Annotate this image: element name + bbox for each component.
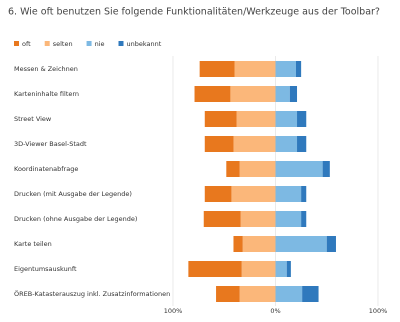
bar-segment — [301, 186, 307, 202]
bar-segment — [204, 186, 232, 202]
bar-segment — [286, 261, 291, 277]
bar-segment — [241, 261, 276, 277]
bar-segment — [275, 136, 298, 152]
bar-segment — [275, 211, 302, 227]
bar-segment — [275, 286, 303, 302]
bar-segment — [204, 111, 237, 127]
bar-segment — [236, 111, 276, 127]
bar-segment — [302, 286, 319, 302]
bar-segment — [231, 186, 276, 202]
bar-segment — [199, 61, 235, 77]
legend-label: oft — [22, 40, 31, 48]
bar-segment — [275, 186, 302, 202]
y-tick-label: Drucken (ohne Ausgabe der Legende) — [14, 215, 137, 223]
bar-segment — [242, 236, 276, 252]
bar-segment — [275, 111, 298, 127]
bar-segment — [322, 161, 330, 177]
bar-segment — [194, 86, 231, 102]
bar-segment — [275, 236, 327, 252]
bar-segment — [297, 111, 307, 127]
legend-swatch — [86, 41, 92, 46]
bar-segment — [216, 286, 240, 302]
bar-segment — [275, 86, 290, 102]
y-tick-label: ÖREB-Katasterauszug inkl. Zusatzinformat… — [14, 289, 170, 298]
bar-segment — [301, 211, 307, 227]
legend-swatch — [118, 41, 124, 46]
bar-segment — [239, 286, 276, 302]
legend-swatch — [14, 41, 19, 46]
bar-segment — [233, 236, 243, 252]
bar-segment — [203, 211, 241, 227]
bar-segment — [275, 261, 287, 277]
bar-segment — [275, 61, 296, 77]
y-tick-label: Eigentumsauskunft — [14, 265, 77, 273]
x-tick-label: 100% — [164, 307, 183, 315]
bar-segment — [188, 261, 242, 277]
bar-segment — [233, 136, 276, 152]
y-tick-label: Messen & Zeichnen — [14, 65, 78, 73]
y-tick-label: Drucken (mit Ausgabe der Legende) — [14, 190, 132, 198]
chart-title: 6. Wie oft benutzen Sie folgende Funktio… — [8, 7, 380, 18]
y-tick-label: Koordinatenabfrage — [14, 165, 78, 173]
y-tick-label: Karteninhalte filtern — [14, 90, 79, 98]
bar-segment — [289, 86, 298, 102]
bar-segment — [234, 61, 276, 77]
legend-label: nie — [95, 40, 105, 48]
legend-swatch — [44, 41, 50, 46]
x-tick-label: 100% — [369, 307, 388, 315]
bar-segment — [297, 136, 307, 152]
bar-segment — [296, 61, 302, 77]
bar-segment — [226, 161, 240, 177]
bar-segment — [275, 161, 323, 177]
legend-label: selten — [53, 40, 73, 48]
y-tick-label: Street View — [14, 115, 52, 123]
y-tick-label: Karte teilen — [14, 240, 52, 248]
bar-segment — [239, 161, 276, 177]
bar-segment — [326, 236, 336, 252]
bar-segment — [204, 136, 234, 152]
legend-label: unbekannt — [127, 40, 162, 48]
bar-segment — [240, 211, 276, 227]
bar-segment — [230, 86, 276, 102]
y-tick-label: 3D-Viewer Basel-Stadt — [14, 140, 87, 148]
x-tick-label: 0% — [270, 307, 280, 315]
